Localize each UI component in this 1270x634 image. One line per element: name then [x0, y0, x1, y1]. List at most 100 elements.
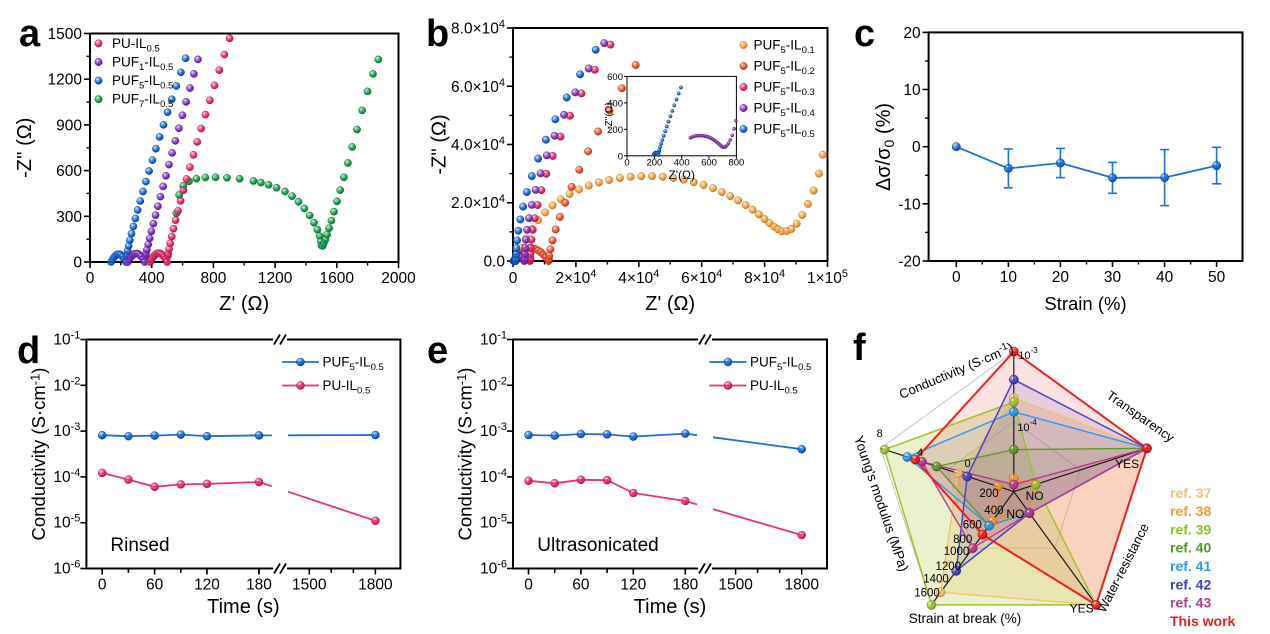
svg-text:30: 30 — [1104, 269, 1122, 286]
svg-text:Z' (Ω): Z' (Ω) — [645, 293, 695, 315]
svg-text:400: 400 — [674, 158, 690, 169]
svg-text:ref. 39: ref. 39 — [1170, 521, 1211, 537]
svg-text:-Z'' (Ω): -Z'' (Ω) — [14, 118, 36, 178]
svg-text:4.0×104: 4.0×104 — [451, 135, 505, 154]
svg-text:1500: 1500 — [48, 26, 83, 43]
svg-text:NO: NO — [1006, 507, 1024, 521]
svg-text:50: 50 — [1208, 269, 1226, 286]
svg-text:This work: This work — [1170, 613, 1236, 629]
svg-text:2×104: 2×104 — [555, 268, 596, 287]
svg-text:d: d — [17, 330, 40, 372]
svg-text:800: 800 — [728, 158, 744, 169]
svg-text:1200: 1200 — [936, 561, 962, 573]
svg-text:1200: 1200 — [258, 270, 293, 287]
svg-text:1600: 1600 — [914, 588, 940, 600]
svg-text:60: 60 — [572, 577, 590, 594]
svg-text:0: 0 — [509, 270, 518, 287]
svg-text:1800: 1800 — [358, 577, 393, 594]
svg-text:0: 0 — [73, 255, 82, 272]
svg-text:200: 200 — [607, 125, 623, 136]
svg-text:ref. 41: ref. 41 — [1170, 558, 1211, 574]
svg-text:ref. 38: ref. 38 — [1170, 503, 1211, 519]
svg-text:1800: 1800 — [784, 577, 819, 594]
svg-text:PUF5-IL0.5: PUF5-IL0.5 — [750, 355, 811, 374]
svg-text:ref. 43: ref. 43 — [1170, 595, 1211, 611]
svg-text:0: 0 — [964, 458, 970, 470]
svg-text:1×105: 1×105 — [807, 268, 848, 287]
svg-text:40: 40 — [1156, 269, 1174, 286]
svg-text:Ultrasonicated: Ultrasonicated — [537, 535, 658, 556]
svg-text:PUF5-IL0.5: PUF5-IL0.5 — [323, 355, 384, 374]
svg-text:60: 60 — [146, 577, 164, 594]
svg-text:120: 120 — [194, 577, 220, 594]
svg-text:400: 400 — [139, 270, 165, 287]
svg-text:0: 0 — [624, 158, 629, 169]
svg-text:600: 600 — [607, 72, 623, 83]
svg-text:Conductivity (S·cm-1): Conductivity (S·cm-1) — [454, 368, 476, 541]
svg-text:Z'(Ω): Z'(Ω) — [668, 168, 695, 182]
svg-text:0: 0 — [618, 151, 623, 162]
svg-text:600: 600 — [963, 520, 982, 532]
svg-text:0: 0 — [952, 269, 961, 286]
svg-text:Time (s): Time (s) — [207, 596, 280, 618]
svg-text:PUF5-IL0.5: PUF5-IL0.5 — [112, 73, 173, 92]
svg-text:1200: 1200 — [48, 72, 83, 89]
svg-text:YES: YES — [1070, 602, 1094, 616]
svg-text:1500: 1500 — [718, 577, 753, 594]
svg-text:NO: NO — [1026, 489, 1044, 503]
svg-text:400: 400 — [607, 98, 623, 109]
svg-text:800: 800 — [200, 270, 226, 287]
svg-text:PUF5-IL0.1: PUF5-IL0.1 — [754, 38, 815, 57]
svg-text:300: 300 — [56, 209, 82, 226]
svg-text:PUF7-IL0.5: PUF7-IL0.5 — [112, 92, 173, 111]
svg-text:e: e — [427, 330, 448, 372]
svg-text:PUF5-IL0.3: PUF5-IL0.3 — [754, 80, 815, 99]
svg-text:1600: 1600 — [320, 270, 355, 287]
svg-text:ref. 37: ref. 37 — [1170, 485, 1211, 501]
svg-text:4×104: 4×104 — [618, 268, 659, 287]
svg-text:600: 600 — [701, 158, 717, 169]
svg-text:a: a — [19, 13, 41, 55]
svg-text:6×104: 6×104 — [681, 268, 722, 287]
svg-text:ref. 40: ref. 40 — [1170, 540, 1211, 556]
svg-text:Strain at break (%): Strain at break (%) — [909, 611, 1022, 626]
svg-text:10: 10 — [903, 82, 921, 99]
svg-text:PUF5-IL0.5: PUF5-IL0.5 — [754, 122, 815, 141]
svg-text:YES: YES — [1115, 457, 1139, 471]
svg-text:8: 8 — [877, 428, 883, 440]
svg-text:200: 200 — [646, 158, 662, 169]
svg-text:Time (s): Time (s) — [634, 596, 707, 618]
svg-text:-Z'' (Ω): -Z'' (Ω) — [429, 114, 451, 174]
svg-text:2000: 2000 — [381, 270, 416, 287]
svg-text:10: 10 — [1000, 269, 1018, 286]
svg-text:1500: 1500 — [292, 577, 327, 594]
svg-text:0.0: 0.0 — [483, 254, 505, 271]
svg-text:ref. 42: ref. 42 — [1170, 576, 1211, 592]
svg-text:1000: 1000 — [944, 546, 970, 558]
svg-text:20: 20 — [903, 25, 921, 42]
svg-text:400: 400 — [984, 505, 1003, 517]
svg-text:0: 0 — [524, 577, 533, 594]
svg-text:200: 200 — [979, 488, 998, 500]
svg-text:120: 120 — [620, 577, 646, 594]
svg-text:Rinsed: Rinsed — [110, 535, 169, 556]
svg-text:-10: -10 — [898, 196, 921, 213]
svg-text:900: 900 — [56, 117, 82, 134]
svg-text:0: 0 — [912, 139, 921, 156]
svg-text:Strain (%): Strain (%) — [1044, 293, 1126, 314]
svg-text:0: 0 — [98, 577, 107, 594]
svg-text:PUF1-IL0.5: PUF1-IL0.5 — [112, 55, 173, 74]
svg-text:-20: -20 — [898, 254, 921, 271]
svg-text:600: 600 — [56, 163, 82, 180]
svg-text:0: 0 — [86, 270, 95, 287]
svg-text:b: b — [426, 13, 449, 55]
svg-text:-Z''(Ω): -Z''(Ω) — [604, 102, 615, 129]
svg-text:c: c — [854, 13, 875, 55]
svg-text:4: 4 — [917, 447, 923, 459]
svg-text:PUF5-IL0.4: PUF5-IL0.4 — [754, 101, 815, 120]
svg-text:180: 180 — [672, 577, 698, 594]
svg-text:20: 20 — [1052, 269, 1070, 286]
svg-text:800: 800 — [953, 534, 972, 546]
svg-text:2.0×104: 2.0×104 — [451, 193, 505, 212]
svg-text:8×104: 8×104 — [744, 268, 785, 287]
